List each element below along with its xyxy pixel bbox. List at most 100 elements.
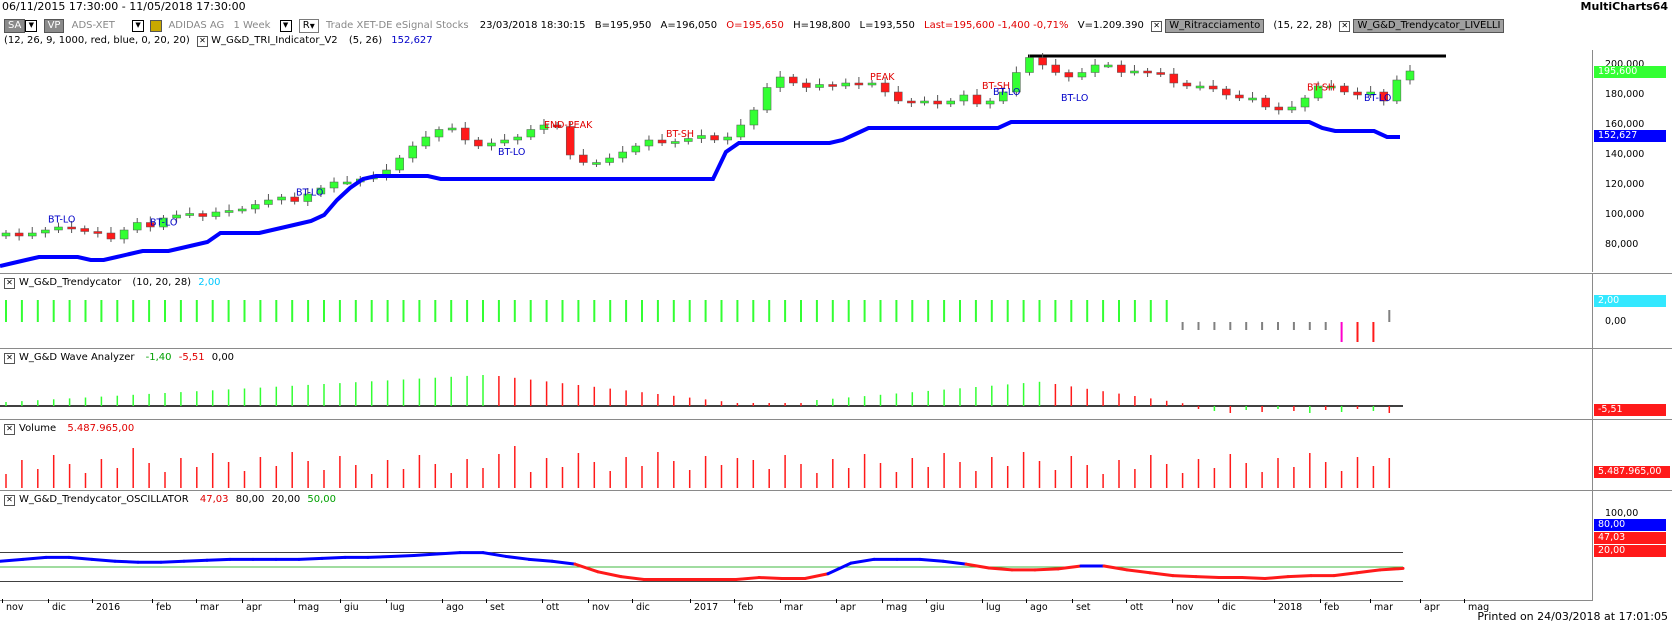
time-axis-label: mar: [784, 602, 803, 613]
price-tick: 200,000: [1605, 59, 1645, 70]
volume-pane[interactable]: ✕ Volume 5.487.965,00 5.487.965,00: [0, 419, 1672, 490]
time-axis-tick: [2, 599, 3, 603]
wave-axis: -5,51: [1592, 349, 1672, 419]
candle: [526, 129, 536, 138]
volume-close-icon[interactable]: ✕: [4, 424, 15, 435]
candle: [185, 213, 194, 216]
osc-line-segment: [1378, 566, 1405, 572]
osc-line-segment: [0, 557, 25, 563]
osc-line-segment: [297, 556, 324, 561]
candle: [1169, 73, 1179, 84]
vp-button[interactable]: VP: [43, 19, 65, 33]
osc-line-segment: [90, 557, 117, 563]
time-axis-label: mag: [886, 602, 908, 613]
volume-title: Volume: [19, 423, 57, 434]
candle: [684, 138, 693, 142]
osc-axis: 100,00 80,00 47,03 20,00: [1592, 491, 1672, 601]
osc-line-segment: [389, 553, 416, 558]
bid-label: B=195,950: [594, 20, 652, 31]
candle: [146, 222, 155, 228]
candle: [421, 136, 431, 147]
osc-line-segment: [159, 559, 186, 564]
title-bar: 06/11/2015 17:30:00 - 11/05/2018 17:30:0…: [0, 0, 1672, 14]
osc-line-segment: [964, 562, 991, 570]
osc-line-segment: [849, 557, 876, 565]
candle: [1012, 72, 1021, 93]
study2-name[interactable]: W_G&D_Trendycator_LIVELLI: [1353, 19, 1505, 33]
price-tick: 80,000: [1605, 239, 1639, 250]
osc-line-segment: [550, 559, 577, 566]
candle: [500, 139, 509, 144]
candle: [1379, 91, 1389, 102]
trendycator-pane[interactable]: ✕ W_G&D_Trendycator (10, 20, 28) 2,00 2,0…: [0, 273, 1672, 348]
time-axis-tick: [588, 599, 589, 603]
candle: [329, 181, 339, 189]
candle: [670, 141, 680, 144]
osc-line-segment: [1332, 571, 1359, 578]
time-axis-label: 2016: [96, 602, 121, 613]
ask-label: A=196,050: [660, 20, 718, 31]
study1-close-icon[interactable]: ✕: [1151, 20, 1163, 32]
price-tick: 100,000: [1605, 209, 1645, 220]
candle: [1156, 72, 1165, 75]
osc-close-icon[interactable]: ✕: [4, 495, 15, 506]
chart-toolbar: SA ▼ VP ADS-XET ▼ ADIDAS AG 1 Week ▼ R▾ T…: [0, 18, 1672, 34]
resolution-label: 1 Week: [233, 20, 271, 31]
candle: [592, 162, 601, 165]
price-pane[interactable]: BT-LO BT-LO BT-LO BT-LO END-PEAK BT-SH PEAK BT-…: [0, 50, 1672, 272]
wave-value-1: -1,40: [145, 352, 172, 363]
osc-value-3: 20,00: [271, 494, 301, 505]
r-button[interactable]: R▾: [298, 19, 319, 33]
time-axis-label: dic: [1222, 602, 1236, 613]
trendycator-close-icon[interactable]: ✕: [4, 278, 15, 289]
time-axis-tick: [1172, 599, 1173, 603]
osc-tag-20: 20,00: [1594, 545, 1666, 557]
sa-button[interactable]: SA: [4, 19, 26, 33]
candle: [985, 100, 995, 105]
study2-close-icon[interactable]: ✕: [1339, 20, 1351, 32]
candle: [1274, 106, 1284, 111]
app-name: MultiCharts64: [1580, 0, 1668, 13]
candle: [946, 100, 955, 105]
candle: [132, 222, 142, 231]
candle: [513, 136, 522, 141]
symbol-icon[interactable]: [150, 20, 163, 32]
candle: [1222, 88, 1231, 96]
time-axis-tick: [1274, 599, 1275, 603]
candle: [211, 211, 221, 217]
candle: [1300, 97, 1310, 108]
symbol-dropdown[interactable]: ▼: [132, 20, 145, 32]
time-axis: nov dic 2016 feb mar apr mag giu lug ago set ott nov…: [0, 599, 1592, 615]
osc-line-segment: [1056, 564, 1083, 571]
study3-close-icon[interactable]: ✕: [196, 36, 208, 47]
osc-tag-80: 80,00: [1594, 519, 1666, 531]
time-axis-label: lug: [390, 602, 405, 613]
time-axis-label: dic: [636, 602, 650, 613]
oscillator-pane[interactable]: ✕ W_G&D_Trendycator_OSCILLATOR 47,03 80,0…: [0, 490, 1672, 601]
study1-name[interactable]: W_Ritracciamento: [1165, 19, 1265, 33]
candle: [1366, 91, 1375, 96]
wave-header: ✕ W_G&D Wave Analyzer -1,40 -5,51 0,00: [4, 352, 234, 364]
volume-label: V=1.209.390: [1077, 20, 1144, 31]
candle: [1327, 85, 1336, 89]
osc-line-segment: [366, 554, 393, 559]
osc-line-segment: [1033, 567, 1060, 572]
candle: [80, 228, 89, 232]
candle: [316, 187, 326, 195]
time-axis-tick: [836, 599, 837, 603]
wave-close-icon[interactable]: ✕: [4, 353, 15, 364]
high-label: H=198,800: [793, 20, 851, 31]
trendycator-value: 2,00: [198, 277, 221, 288]
osc-line-segment: [412, 552, 439, 557]
time-axis-tick: [1072, 599, 1073, 603]
candle: [828, 84, 837, 87]
time-axis-tick: [1026, 599, 1027, 603]
candle: [1340, 85, 1349, 93]
osc-line-segment: [619, 575, 646, 581]
resolution-dropdown[interactable]: ▼: [279, 20, 292, 32]
sa-dropdown[interactable]: ▼: [25, 20, 38, 32]
time-axis-tick: [734, 599, 735, 603]
price-tick: 160,000: [1605, 119, 1645, 130]
wave-pane[interactable]: ✕ W_G&D Wave Analyzer -1,40 -5,51 0,00 -5…: [0, 348, 1672, 419]
trendycator-title: W_G&D_Trendycator: [19, 277, 122, 288]
